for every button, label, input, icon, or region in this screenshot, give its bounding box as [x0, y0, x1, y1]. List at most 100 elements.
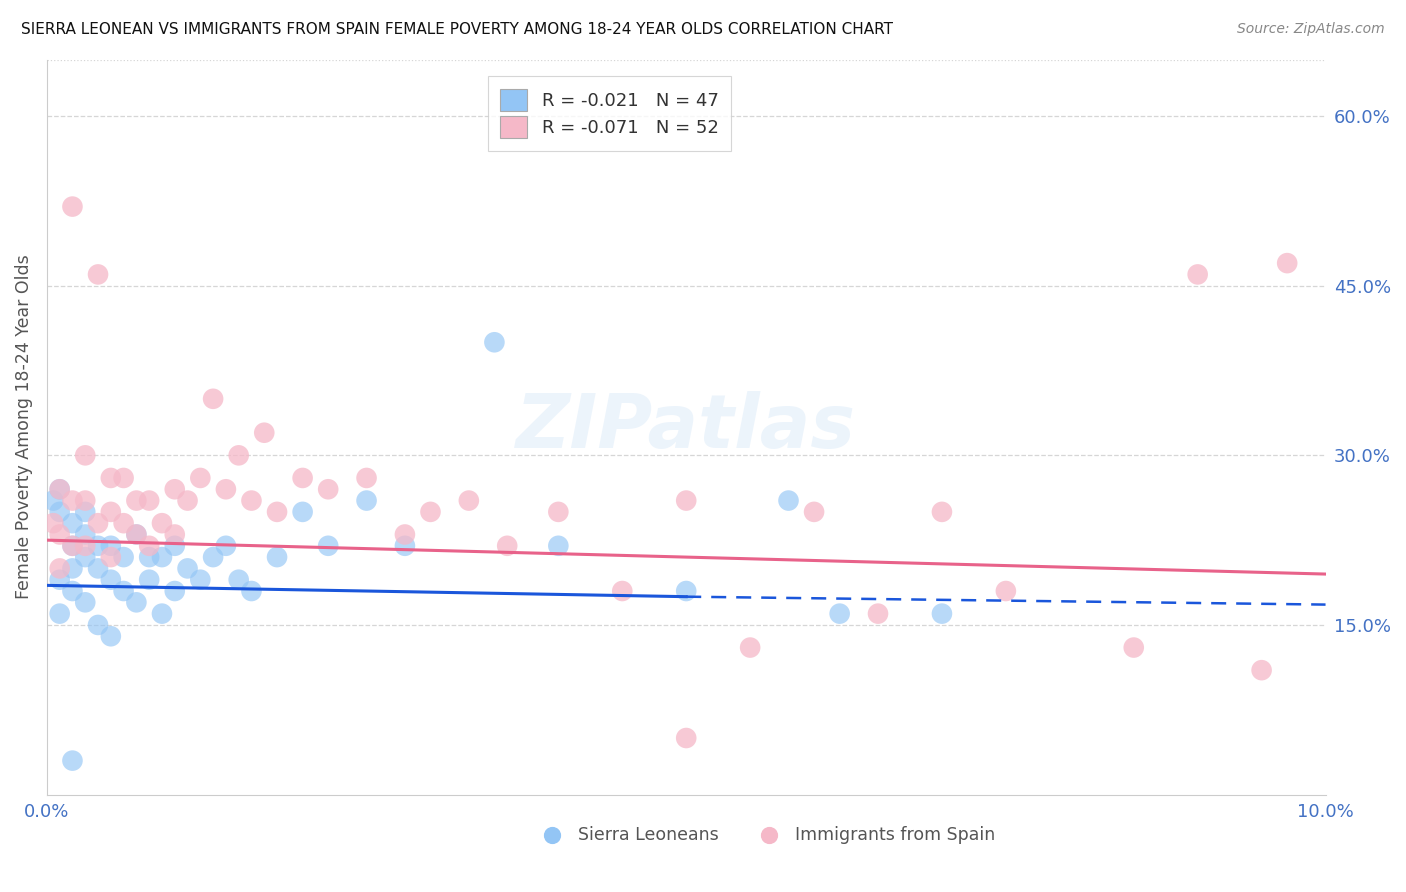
Point — [394, 539, 416, 553]
Point — [75, 505, 97, 519]
Point — [100, 550, 122, 565]
Point — [740, 640, 762, 655]
Point — [931, 505, 953, 519]
Point — [803, 505, 825, 519]
Point — [75, 448, 97, 462]
Point — [100, 539, 122, 553]
Text: Source: ZipAtlas.com: Source: ZipAtlas.com — [1237, 22, 1385, 37]
Point — [48, 505, 70, 519]
Point — [100, 629, 122, 643]
Point — [202, 392, 225, 406]
Point — [356, 493, 378, 508]
Point — [419, 505, 441, 519]
Point — [75, 539, 97, 553]
Point — [138, 550, 160, 565]
Point — [253, 425, 276, 440]
Point — [176, 493, 198, 508]
Point — [188, 471, 211, 485]
Point — [150, 550, 173, 565]
Point — [356, 471, 378, 485]
Point — [100, 505, 122, 519]
Point — [87, 516, 110, 531]
Point — [994, 584, 1017, 599]
Point — [547, 539, 569, 553]
Point — [163, 539, 186, 553]
Text: ZIPatlas: ZIPatlas — [516, 391, 856, 464]
Point — [48, 607, 70, 621]
Point — [87, 268, 110, 282]
Point — [48, 561, 70, 575]
Point — [931, 607, 953, 621]
Point — [1122, 640, 1144, 655]
Point — [48, 527, 70, 541]
Point — [228, 573, 250, 587]
Point — [100, 573, 122, 587]
Point — [316, 539, 339, 553]
Text: SIERRA LEONEAN VS IMMIGRANTS FROM SPAIN FEMALE POVERTY AMONG 18-24 YEAR OLDS COR: SIERRA LEONEAN VS IMMIGRANTS FROM SPAIN … — [21, 22, 893, 37]
Point — [75, 595, 97, 609]
Point — [112, 584, 135, 599]
Point — [62, 754, 84, 768]
Point — [228, 448, 250, 462]
Point — [100, 471, 122, 485]
Legend: R = -0.021   N = 47, R = -0.071   N = 52: R = -0.021 N = 47, R = -0.071 N = 52 — [488, 76, 731, 151]
Point — [62, 516, 84, 531]
Point — [291, 505, 314, 519]
Point — [62, 539, 84, 553]
Point — [675, 731, 697, 745]
Point — [62, 561, 84, 575]
Point — [112, 516, 135, 531]
Point — [62, 200, 84, 214]
Point — [87, 618, 110, 632]
Point — [62, 539, 84, 553]
Point — [316, 482, 339, 496]
Point — [1250, 663, 1272, 677]
Point — [240, 584, 263, 599]
Point — [188, 573, 211, 587]
Point — [163, 482, 186, 496]
Point — [75, 527, 97, 541]
Point — [42, 493, 65, 508]
Point — [866, 607, 889, 621]
Point — [125, 493, 148, 508]
Point — [87, 539, 110, 553]
Point — [163, 527, 186, 541]
Point — [125, 595, 148, 609]
Point — [266, 550, 288, 565]
Point — [675, 493, 697, 508]
Point — [1275, 256, 1298, 270]
Point — [291, 471, 314, 485]
Point — [215, 482, 238, 496]
Point — [42, 516, 65, 531]
Point — [62, 493, 84, 508]
Point — [125, 527, 148, 541]
Point — [828, 607, 851, 621]
Text: Immigrants from Spain: Immigrants from Spain — [794, 826, 995, 844]
Point — [62, 584, 84, 599]
Point — [457, 493, 479, 508]
Point — [75, 493, 97, 508]
Point — [176, 561, 198, 575]
Point — [240, 493, 263, 508]
Point — [87, 561, 110, 575]
Point — [138, 493, 160, 508]
Point — [125, 527, 148, 541]
Point — [484, 335, 506, 350]
Point — [675, 584, 697, 599]
Point — [48, 573, 70, 587]
Point — [215, 539, 238, 553]
Y-axis label: Female Poverty Among 18-24 Year Olds: Female Poverty Among 18-24 Year Olds — [15, 255, 32, 599]
Point — [48, 482, 70, 496]
Point — [150, 516, 173, 531]
Point — [1187, 268, 1209, 282]
Point — [112, 550, 135, 565]
Point — [138, 573, 160, 587]
Point — [75, 550, 97, 565]
Point — [48, 482, 70, 496]
Point — [112, 471, 135, 485]
Point — [266, 505, 288, 519]
Point — [138, 539, 160, 553]
Point — [394, 527, 416, 541]
Point — [612, 584, 634, 599]
Point — [547, 505, 569, 519]
